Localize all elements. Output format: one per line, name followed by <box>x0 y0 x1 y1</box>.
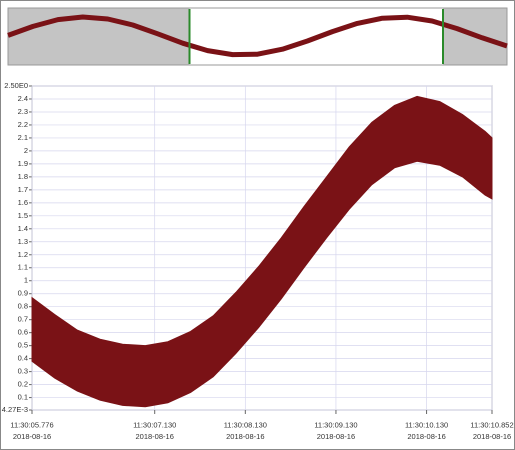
y-tick-label: 1.2 <box>18 250 28 259</box>
x-tick-date: 2018-08-16 <box>226 432 264 441</box>
y-tick-label: 2.50E0 <box>4 81 28 90</box>
y-tick-label: 0.1 <box>18 393 28 402</box>
y-tick-label: 1.4 <box>18 224 28 233</box>
x-tick-label: 11:30:10.130 <box>405 420 448 429</box>
x-tick-date: 2018-08-16 <box>13 432 51 441</box>
y-tick-label: 2.4 <box>18 94 28 103</box>
navigator-series <box>7 14 508 58</box>
x-tick-label: 11:30:05.776 <box>10 420 53 429</box>
y-tick-label: 1.9 <box>18 159 28 168</box>
y-tick-label: 0.2 <box>18 380 28 389</box>
y-tick-label: 0.5 <box>18 341 28 350</box>
navigator-line <box>7 14 508 58</box>
y-tick-label: 1.3 <box>18 237 28 246</box>
y-tick-label: 0.9 <box>18 289 28 298</box>
x-tick-date: 2018-08-16 <box>473 432 511 441</box>
x-tick-label: 11:30:10.852 <box>470 420 513 429</box>
y-tick-label: 0.4 <box>18 354 28 363</box>
x-tick-date: 2018-08-16 <box>317 432 355 441</box>
x-tick-date: 2018-08-16 <box>136 432 174 441</box>
x-tick-label: 11:30:07.130 <box>133 420 176 429</box>
y-tick-label: 0.3 <box>18 367 28 376</box>
y-tick-label: 1.8 <box>18 172 28 181</box>
x-tick-label: 11:30:09.130 <box>314 420 357 429</box>
y-tick-label: 1.6 <box>18 198 28 207</box>
y-tick-label: 1.1 <box>18 263 28 272</box>
x-tick-date: 2018-08-16 <box>407 432 445 441</box>
y-tick-label: 2.1 <box>18 133 28 142</box>
y-tick-label: 0.8 <box>18 302 28 311</box>
y-tick-label: 1 <box>24 276 28 285</box>
y-tick-label: 2 <box>24 146 28 155</box>
main-chart: 4.27E-3 0.1 0.2 0.3 0.4 0.5 0.6 0.7 0.8 0.9 1 1.1 1.… <box>2 81 514 441</box>
signal-band <box>31 95 493 408</box>
y-tick-label: 1.7 <box>18 185 28 194</box>
y-tick-label: 4.27E-3 <box>2 405 28 414</box>
x-tick-label: 11:30:08.130 <box>224 420 267 429</box>
y-tick-label: 2.2 <box>18 120 28 129</box>
y-tick-label: 1.5 <box>18 211 28 220</box>
y-tick-label: 0.7 <box>18 315 28 324</box>
y-tick-label: 0.6 <box>18 328 28 337</box>
y-tick-label: 2.3 <box>18 107 28 116</box>
